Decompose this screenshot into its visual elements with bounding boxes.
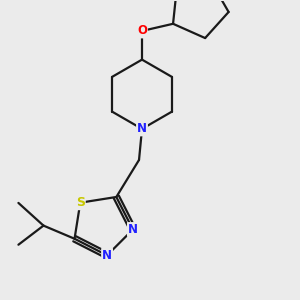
Text: O: O bbox=[137, 25, 147, 38]
Text: N: N bbox=[128, 223, 138, 236]
Text: N: N bbox=[137, 122, 147, 135]
Text: S: S bbox=[76, 196, 85, 209]
Text: N: N bbox=[102, 249, 112, 262]
